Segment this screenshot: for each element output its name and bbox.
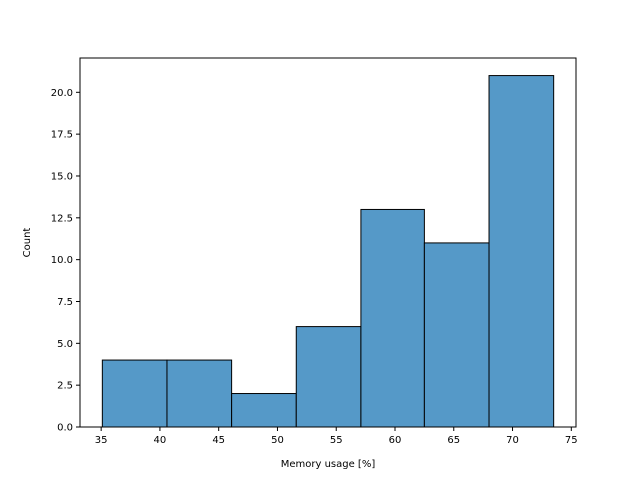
x-tick-label: 50 xyxy=(271,435,284,446)
y-tick-label: 10.0 xyxy=(51,255,73,266)
y-tick-label: 17.5 xyxy=(51,130,73,141)
x-axis-label: Memory usage [%] xyxy=(281,459,376,470)
x-tick-label: 45 xyxy=(212,435,225,446)
bars-group xyxy=(101,75,555,428)
y-tick-label: 7.5 xyxy=(57,297,73,308)
y-tick-label: 20.0 xyxy=(51,88,73,99)
x-tick-label: 60 xyxy=(389,435,402,446)
y-tick-label: 15.0 xyxy=(51,171,73,182)
histogram-bar-6 xyxy=(423,242,490,428)
x-tick-label: 70 xyxy=(506,435,519,446)
histogram-bar-3 xyxy=(231,393,297,428)
y-tick-label: 5.0 xyxy=(57,339,73,350)
plot-area-frame xyxy=(79,57,577,428)
x-tick-label: 65 xyxy=(447,435,460,446)
histogram-bar-7 xyxy=(488,75,555,428)
histogram-bar-5 xyxy=(360,208,425,428)
histogram-bar-1 xyxy=(101,359,168,428)
y-tick-label: 0.0 xyxy=(57,423,73,434)
x-tick-label: 35 xyxy=(95,435,108,446)
y-tick-label: 2.5 xyxy=(57,381,73,392)
y-axis-label: Count xyxy=(22,228,33,258)
x-tick-label: 55 xyxy=(330,435,343,446)
y-tick-label: 12.5 xyxy=(51,213,73,224)
x-axis-ticks: 35 40 45 50 55 60 65 70 75 xyxy=(95,427,578,446)
x-tick-label: 40 xyxy=(154,435,167,446)
histogram-bar-2 xyxy=(166,359,233,428)
x-tick-label: 75 xyxy=(565,435,578,446)
y-axis-ticks: 0.0 2.5 5.0 7.5 10.0 12.5 15.0 17.5 20.0 xyxy=(51,88,80,434)
histogram-bar-4 xyxy=(295,326,362,428)
